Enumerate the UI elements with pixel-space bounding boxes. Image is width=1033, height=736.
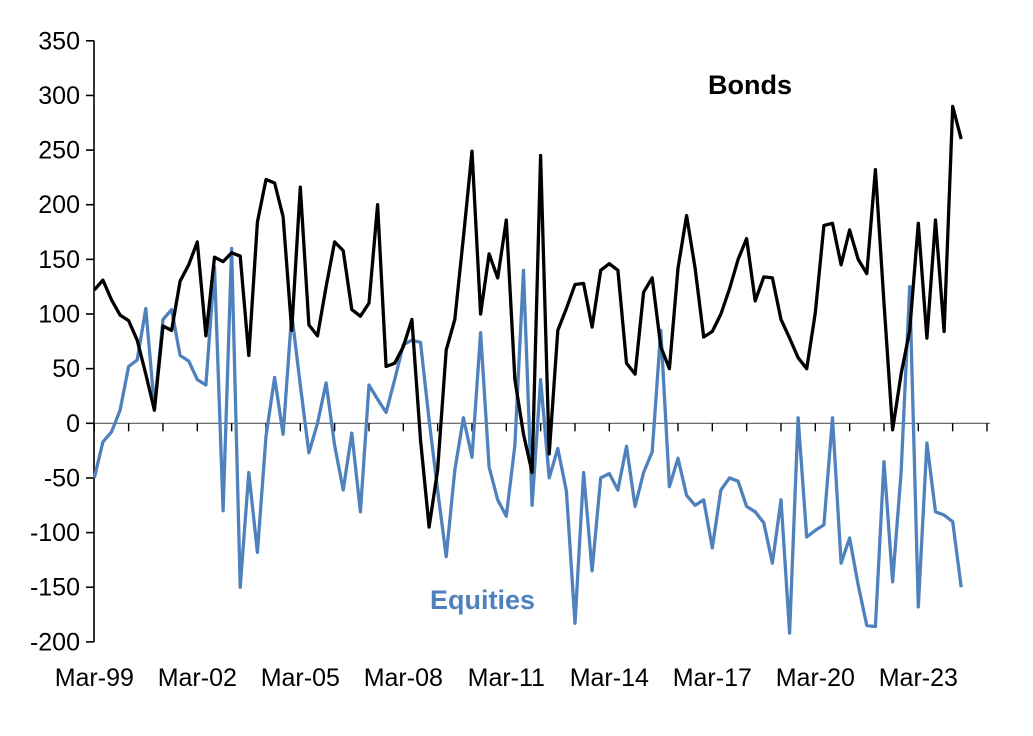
svg-text:350: 350 — [38, 27, 80, 55]
svg-text:Mar-11: Mar-11 — [468, 664, 545, 692]
svg-text:Mar-17: Mar-17 — [673, 664, 752, 692]
svg-text:Mar-14: Mar-14 — [570, 664, 649, 692]
svg-text:Mar-02: Mar-02 — [158, 664, 237, 692]
svg-text:Mar-20: Mar-20 — [776, 664, 855, 692]
bonds-series-label: Bonds — [708, 70, 792, 100]
svg-text:-150: -150 — [30, 574, 80, 602]
series-layer — [92, 104, 963, 635]
svg-text:50: 50 — [52, 355, 80, 383]
svg-text:200: 200 — [38, 191, 80, 219]
svg-text:-200: -200 — [30, 628, 80, 656]
svg-text:0: 0 — [66, 410, 80, 438]
equities-series-label: Equities — [429, 585, 536, 615]
bonds-line — [93, 104, 963, 529]
svg-text:-50: -50 — [44, 464, 80, 492]
svg-text:300: 300 — [38, 82, 80, 110]
svg-text:100: 100 — [38, 301, 80, 329]
svg-text:Mar-05: Mar-05 — [261, 664, 340, 692]
svg-text:Mar-99: Mar-99 — [55, 664, 134, 692]
tick-labels-layer: 350 300 250 200 150 100 50 0 -50 -100 -150 -200 Mar-… — [30, 27, 958, 692]
svg-text:250: 250 — [38, 137, 80, 165]
equities-line — [92, 246, 963, 635]
axes-layer — [86, 39, 990, 643]
svg-text:Mar-23: Mar-23 — [879, 664, 958, 692]
svg-text:Mar-08: Mar-08 — [364, 664, 443, 692]
svg-text:150: 150 — [38, 246, 80, 274]
svg-text:-100: -100 — [30, 519, 80, 547]
